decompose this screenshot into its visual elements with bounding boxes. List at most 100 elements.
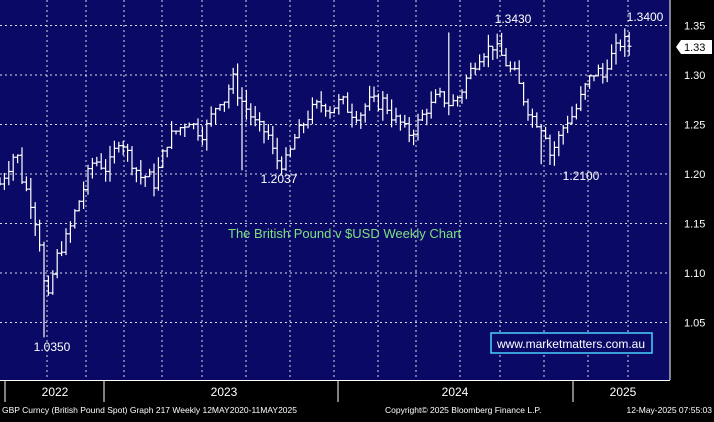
ohlc-bar <box>613 33 619 65</box>
ohlc-bar <box>455 95 460 107</box>
ohlc-bar <box>239 87 245 171</box>
ohlc-bar <box>565 115 570 134</box>
ohlc-bar <box>310 97 315 125</box>
ohlc-bar <box>468 62 473 80</box>
price-annotation: 1.3430 <box>495 12 532 26</box>
ohlc-bar <box>446 32 451 116</box>
ohlc-bar <box>94 156 99 167</box>
ohlc-bar <box>46 275 51 296</box>
ohlc-bar <box>90 157 95 179</box>
chart-title: The British Pound v $USD Weekly Chart <box>228 226 462 241</box>
ohlc-bar <box>420 109 425 121</box>
ohlc-bar <box>363 103 368 123</box>
ohlc-bar <box>297 119 302 139</box>
ohlc-bar <box>336 94 341 115</box>
y-tick-label: 1.05 <box>684 318 705 330</box>
ohlc-bar <box>552 141 557 166</box>
ohlc-bar <box>415 113 421 141</box>
ohlc-bar <box>253 106 258 127</box>
ohlc-bar <box>151 163 157 197</box>
ohlc-bar <box>380 91 385 121</box>
ohlc-bar <box>429 91 434 119</box>
ohlc-bar <box>433 89 438 104</box>
ohlc-bar <box>147 168 152 178</box>
price-annotation: 1.0350 <box>34 340 71 354</box>
y-tick-label: 1.15 <box>684 219 705 231</box>
y-tick-label: 1.35 <box>684 21 705 33</box>
ohlc-bar <box>103 159 108 182</box>
ohlc-bar <box>349 103 355 128</box>
ohlc-bar <box>125 143 130 162</box>
annotations: 1.0350 1.2037 1.3430 1.2100 1.3400 <box>34 10 664 354</box>
ohlc-bar <box>376 93 381 111</box>
ohlc-bar <box>345 92 350 113</box>
ohlc-bar <box>283 147 289 171</box>
x-tick-label: 2025 <box>610 385 637 399</box>
ohlc-bar <box>407 117 412 143</box>
x-axis-band <box>0 380 670 402</box>
ohlc-bar <box>512 61 517 71</box>
y-tick-label: 1.20 <box>684 169 705 181</box>
ohlc-bar <box>539 124 544 165</box>
ohlc-bar <box>107 145 113 182</box>
ohlc-bar <box>547 134 553 165</box>
ohlc-bar <box>59 241 64 257</box>
ohlc-bar <box>72 209 77 229</box>
ohlc-bar <box>257 112 262 132</box>
y-tick-label: 1.25 <box>684 120 705 132</box>
ohlc-bar <box>464 75 469 100</box>
ohlc-bar <box>530 108 535 128</box>
x-tick-label: 2022 <box>42 385 69 399</box>
ohlc-bar <box>24 176 29 192</box>
ohlc-bar <box>160 148 165 169</box>
x-tick-label: 2024 <box>442 385 469 399</box>
ohlc-bar <box>556 131 561 157</box>
ohlc-bar <box>521 81 526 106</box>
ohlc-bar <box>138 160 143 185</box>
ohlc-bar <box>323 103 328 117</box>
ohlc-bar <box>134 167 139 183</box>
ohlc-bar <box>15 154 20 164</box>
price-annotation: 1.2037 <box>261 172 298 186</box>
ohlc-bar <box>534 112 539 128</box>
ohlc-bar <box>389 99 394 128</box>
y-tick-label: 1.30 <box>684 70 705 82</box>
ohlc-bar <box>99 153 104 170</box>
ohlc-bar <box>596 64 601 77</box>
last-price-label: 1.33 <box>684 42 705 54</box>
price-annotation: 1.2100 <box>563 169 600 183</box>
grid <box>0 0 670 380</box>
ohlc-bar <box>204 119 209 151</box>
ohlc-bar <box>195 118 201 141</box>
ohlc-bar <box>19 147 25 184</box>
ohlc-bar <box>477 54 482 71</box>
footer-copyright: Copyright© 2025 Bloomberg Finance L.P. <box>385 405 541 415</box>
ohlc-bar <box>583 82 588 100</box>
price-bars <box>0 28 632 338</box>
ohlc-bar <box>209 106 214 127</box>
ohlc-bar <box>451 94 456 107</box>
plot-area <box>0 0 670 380</box>
watermark-text: www.marketmatters.com.au <box>496 337 645 351</box>
ohlc-bar <box>33 202 38 237</box>
ohlc-bar <box>231 67 236 94</box>
ohlc-bar <box>358 112 363 129</box>
ohlc-bar <box>173 130 179 135</box>
last-price-tag: 1.33 <box>676 40 712 54</box>
ohlc-bar <box>270 125 275 155</box>
ohlc-bar <box>578 86 583 112</box>
ohlc-bar <box>191 122 196 130</box>
ohlc-bar <box>569 106 575 125</box>
ohlc-bar <box>200 126 205 145</box>
ohlc-bar <box>248 103 253 126</box>
ohlc-bar <box>622 28 627 57</box>
ohlc-bar <box>327 106 333 119</box>
ohlc-bar <box>11 153 16 181</box>
footer-bar: GBP Curncy (British Pound Spot) Graph 21… <box>2 405 712 415</box>
ohlc-bar <box>591 75 597 82</box>
ohlc-bar <box>112 140 117 164</box>
ohlc-bar <box>305 110 311 129</box>
ohlc-bar <box>385 93 390 115</box>
ohlc-bar <box>627 31 632 56</box>
ohlc-bar <box>605 59 610 83</box>
